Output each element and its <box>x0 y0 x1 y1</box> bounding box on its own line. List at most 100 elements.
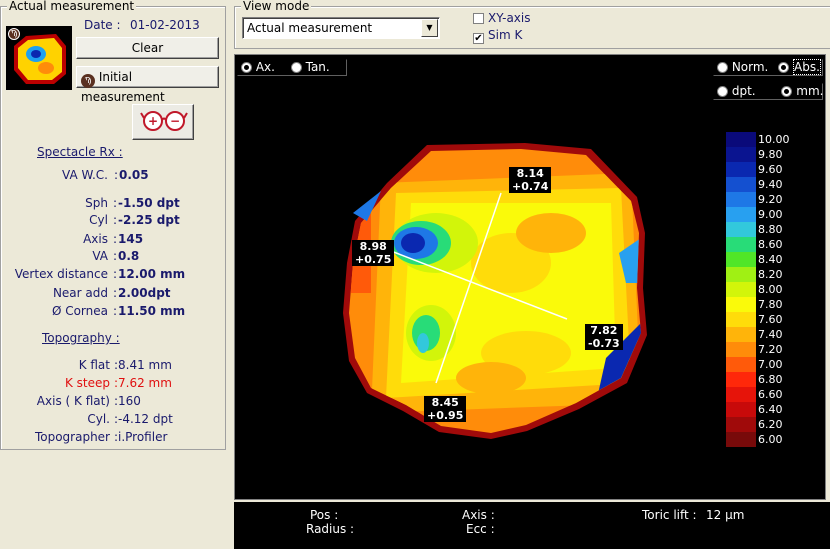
scale-label: 9.00 <box>758 208 783 221</box>
scale-swatch <box>726 222 756 237</box>
scale-label: 8.00 <box>758 283 783 296</box>
scale-label: 10.00 <box>758 133 790 146</box>
scale-swatch <box>726 432 756 447</box>
tag-bottom-diopter: +0.95 <box>427 409 464 422</box>
rx-row-colon: : <box>113 267 118 281</box>
xy-axis-checkbox[interactable]: XY-axis <box>473 11 531 25</box>
scale-label: 9.80 <box>758 148 783 161</box>
rx-row-colon: : <box>113 304 118 318</box>
norm-abs-group: Norm. Abs. <box>713 59 823 76</box>
topography-thumbnail[interactable]: Ϡ <box>6 26 72 90</box>
norm-radio[interactable]: Norm. <box>717 60 768 74</box>
scale-label: 7.80 <box>758 298 783 311</box>
topo-row-label: Axis ( K flat) <box>36 394 110 408</box>
dpt-mm-group: dpt. mm. <box>713 83 823 100</box>
rx-row-colon: : <box>113 286 118 300</box>
initial-measurement-button[interactable]: Ϡ Initial measurement <box>76 66 219 104</box>
mm-radio[interactable]: mm. <box>781 84 823 98</box>
k-flat-axis-line <box>390 250 568 320</box>
scale-swatch <box>726 372 756 387</box>
rx-row-value: 145 <box>118 232 144 246</box>
topo-row-colon: : <box>114 430 119 444</box>
rx-row-label: Vertex distance <box>14 267 108 281</box>
scale-swatch <box>726 357 756 372</box>
initial-measurement-label: Initial measurement <box>81 70 165 104</box>
scale-label: 6.80 <box>758 373 783 386</box>
topography-heading: Topography : <box>42 331 120 345</box>
topo-row-colon: : <box>114 358 119 372</box>
tag-right: 7.82 -0.73 <box>585 324 623 350</box>
toric-lift-label: Toric lift : <box>642 508 697 522</box>
scale-swatch <box>726 342 756 357</box>
view-mode-select-value: Actual measurement <box>247 21 373 35</box>
scale-label: 6.20 <box>758 418 783 431</box>
map-area: Ax. Tan. Norm. Abs. dpt. mm. <box>234 54 826 500</box>
spectacles-button[interactable]: + − <box>132 104 194 140</box>
topo-row-value: 8.41 mm <box>118 358 172 372</box>
tag-bottom-radius: 8.45 <box>431 396 459 409</box>
thumbnail-badge-icon: Ϡ <box>8 28 20 40</box>
tan-radio[interactable]: Tan. <box>290 60 330 74</box>
ax-label: Ax. <box>255 60 275 74</box>
view-mode-select[interactable]: Actual measurement ▼ <box>242 17 440 39</box>
abs-label: Abs. <box>793 59 821 75</box>
abs-radio[interactable]: Abs. <box>778 59 821 75</box>
scale-swatch <box>726 132 756 147</box>
scale-label: 6.00 <box>758 433 783 446</box>
rx-row-label: Cyl <box>89 213 108 227</box>
k-steep-axis-line <box>435 192 502 384</box>
scale-label: 8.60 <box>758 238 783 251</box>
rx-row-label: VA <box>92 249 108 263</box>
topo-row-value: -4.12 dpt <box>118 412 173 426</box>
rx-row-label: Sph <box>85 196 108 210</box>
scale-label: 6.40 <box>758 403 783 416</box>
date-label: Date : <box>84 18 121 32</box>
sim-k-checkbox[interactable]: ✔ Sim K <box>473 28 522 44</box>
tag-left-radius: 8.98 <box>359 240 387 253</box>
tag-right-diopter: -0.73 <box>588 337 620 350</box>
clear-button[interactable]: Clear <box>76 37 219 59</box>
tag-top: 8.14 +0.74 <box>509 167 552 193</box>
scale-swatch <box>726 282 756 297</box>
color-scale: 10.00 9.80 9.60 9.40 9.20 9.00 8.80 8.60 8.40 8.2… <box>726 132 796 447</box>
ax-tan-group: Ax. Tan. <box>237 59 347 76</box>
scale-swatch <box>726 162 756 177</box>
rx-row-label: Axis <box>83 232 108 246</box>
dpt-label: dpt. <box>731 84 756 98</box>
scale-swatch <box>726 267 756 282</box>
tag-left: 8.98 +0.75 <box>352 240 395 266</box>
topo-row-label: K steep <box>64 376 110 390</box>
initial-measurement-icon: Ϡ <box>81 74 95 88</box>
scale-label: 9.60 <box>758 163 783 176</box>
scale-swatch <box>726 207 756 222</box>
scale-label: 6.60 <box>758 388 783 401</box>
scale-label: 8.20 <box>758 268 783 281</box>
topo-row-colon: : <box>114 412 119 426</box>
norm-label: Norm. <box>731 60 769 74</box>
sim-k-label: Sim K <box>488 28 523 42</box>
tag-bottom: 8.45 +0.95 <box>424 396 467 422</box>
status-bar: Pos : Radius : Axis : Ecc : Toric lift :… <box>234 502 830 549</box>
map-top-blue-edge <box>353 191 381 221</box>
topo-row-label: Topographer <box>34 430 110 444</box>
scale-swatch <box>726 177 756 192</box>
topo-row-colon: : <box>114 376 119 390</box>
rx-row-value: 0.8 <box>118 249 140 263</box>
ax-radio[interactable]: Ax. <box>241 60 275 74</box>
scale-swatch <box>726 297 756 312</box>
va-wc-value: 0.05 <box>119 168 149 182</box>
chevron-down-icon[interactable]: ▼ <box>421 19 438 37</box>
topography-map[interactable] <box>341 143 671 443</box>
dpt-radio[interactable]: dpt. <box>717 84 756 98</box>
topo-row-colon: : <box>114 394 119 408</box>
scale-label: 8.80 <box>758 223 783 236</box>
actual-measurement-title: Actual measurement <box>7 0 137 13</box>
rx-row-value: 2.00dpt <box>118 286 171 300</box>
rx-row-colon: : <box>113 196 118 210</box>
scale-swatch <box>726 327 756 342</box>
ecc-label: Ecc : <box>466 522 495 536</box>
pos-label: Pos : <box>310 508 339 522</box>
rx-row-colon: : <box>113 249 118 263</box>
tag-right-radius: 7.82 <box>590 324 618 337</box>
rx-row-value: 11.50 mm <box>118 304 186 318</box>
